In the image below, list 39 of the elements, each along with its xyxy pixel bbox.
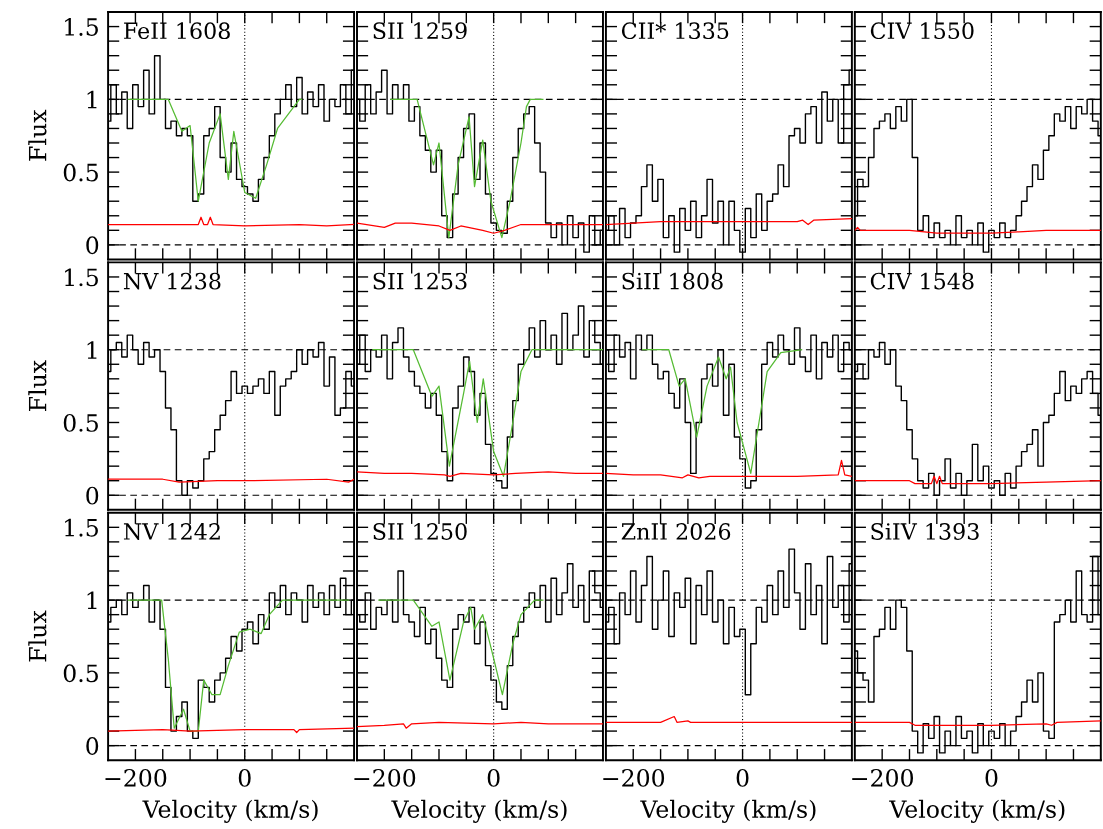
x-tick-label: 0 [985,768,998,787]
x-tick-label: 0 [736,768,749,787]
y-tick-label: 0 [86,236,99,255]
x-tick-label: −200 [354,768,416,787]
y-tick-label: 1 [87,90,97,109]
chart-title: SII 1253 [373,272,467,290]
y-tick-label: 0.5 [63,664,98,683]
chart-title: SII 1250 [373,523,467,540]
y-axis-title: Flux [28,109,47,161]
x-axis-title: Velocity (km/s) [640,799,816,823]
chart-title: CIV 1548 [870,272,974,290]
y-tick-label: 1.5 [65,268,98,287]
chart-title: NV 1238 [123,272,221,290]
chart-title: SiII 1808 [622,272,723,290]
chart-title: CII* 1335 [621,22,729,40]
x-tick-label: −200 [852,768,914,787]
x-axis-title: Velocity (km/s) [142,799,318,823]
y-tick-label: 0.5 [63,163,98,182]
x-axis-title: Velocity (km/s) [391,799,567,823]
y-axis-title: Flux [28,610,47,662]
chart-title: SII 1259 [373,22,467,40]
x-tick-label: −200 [603,768,665,787]
y-tick-label: 1 [87,341,97,359]
y-tick-label: 1.5 [65,518,98,537]
chart-title: NV 1242 [123,523,220,540]
x-tick-label: 0 [238,768,251,787]
y-tick-label: 0.5 [63,413,98,432]
chart-title: ZnII 2026 [621,523,731,540]
chart-title: SiIV 1393 [871,523,979,540]
y-tick-label: 0 [86,737,99,755]
y-axis-title: Flux [28,360,47,412]
y-tick-label: 1 [87,591,97,610]
y-tick-label: 1.5 [65,18,98,36]
x-axis-title: Velocity (km/s) [889,799,1065,823]
chart-title: CIV 1550 [870,22,974,40]
x-tick-label: 0 [487,768,500,787]
chart-title: FeII 1608 [124,22,230,40]
y-tick-label: 0 [86,486,99,505]
x-tick-label: −200 [105,768,167,787]
